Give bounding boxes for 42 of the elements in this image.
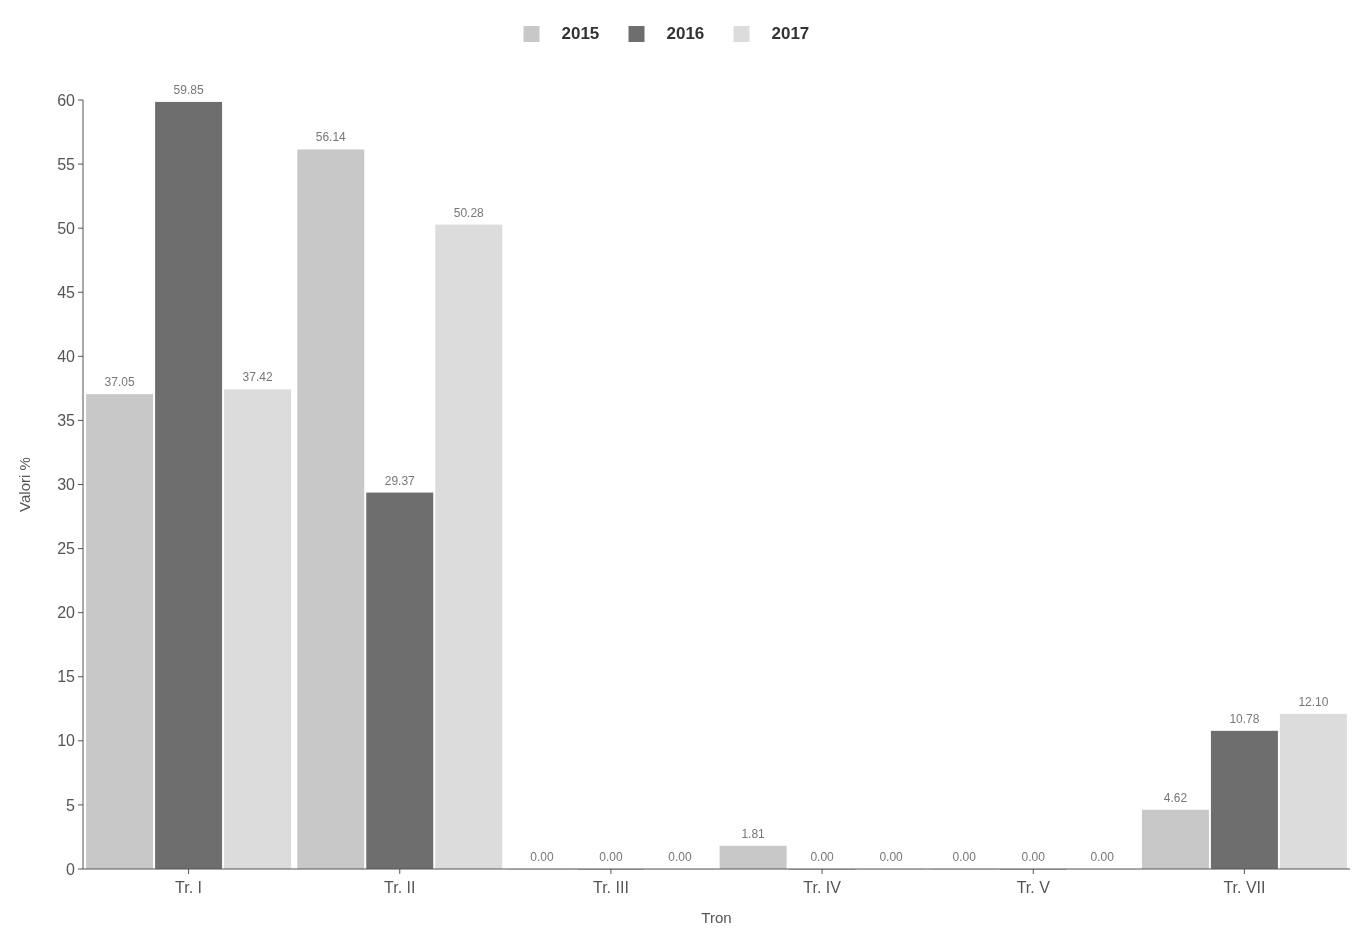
- y-tick-label: 5: [66, 796, 76, 814]
- x-tick-label: Tr. V: [1016, 879, 1051, 896]
- x-tick-label: Tr. IV: [803, 879, 842, 896]
- data-label: 29.37: [384, 473, 416, 488]
- data-label: 37.42: [242, 370, 273, 385]
- y-tick-label: 45: [57, 283, 76, 301]
- y-axis-title: Valori %: [16, 457, 33, 512]
- y-tick-label: 30: [57, 476, 76, 494]
- data-label: 0.00: [952, 850, 977, 864]
- data-label: 1.81: [741, 826, 766, 841]
- data-label: 0.00: [810, 850, 835, 864]
- data-label: 37.05: [104, 375, 135, 390]
- x-tick-label: Tr. VII: [1223, 879, 1266, 896]
- y-tick-label: 20: [57, 604, 76, 622]
- y-tick-label: 10: [57, 732, 76, 750]
- data-label: 12.10: [1298, 694, 1329, 709]
- legend-label: 2017: [771, 24, 810, 43]
- data-label: 0.00: [530, 850, 554, 864]
- data-label: 0.00: [879, 850, 904, 864]
- y-tick-label: 55: [57, 155, 76, 173]
- y-tick-label: 35: [57, 412, 76, 430]
- data-label: 4.62: [1163, 790, 1188, 805]
- legend-label: 2016: [666, 24, 705, 43]
- data-label: 0.00: [599, 850, 623, 864]
- data-label: 0.00: [1090, 850, 1115, 864]
- y-tick-label: 15: [57, 668, 76, 686]
- x-tick-label: Tr. III: [592, 879, 629, 896]
- data-label: 50.28: [453, 205, 485, 220]
- y-tick-label: 25: [57, 540, 76, 558]
- data-label: 10.78: [1229, 711, 1260, 726]
- x-tick-label: Tr. I: [175, 879, 203, 896]
- legend-label: 2015: [561, 24, 600, 43]
- data-label: 0.00: [1021, 850, 1046, 864]
- y-tick-label: 0: [66, 860, 76, 878]
- x-tick-label: Tr. II: [384, 879, 416, 896]
- y-tick-label: 60: [57, 91, 76, 109]
- data-label: 59.85: [173, 82, 204, 97]
- x-axis-title: Tron: [701, 909, 732, 926]
- data-label: 0.00: [668, 850, 692, 864]
- y-tick-label: 50: [57, 219, 76, 237]
- y-tick-label: 40: [57, 347, 76, 365]
- data-label: 56.14: [315, 130, 347, 145]
